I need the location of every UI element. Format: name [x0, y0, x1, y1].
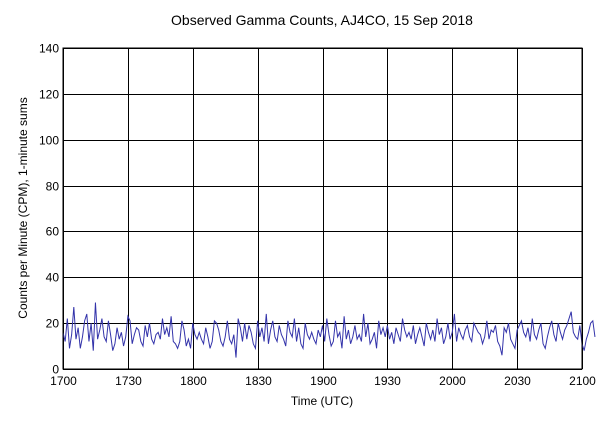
series-line: [62, 302, 596, 358]
x-tick-label: 1800: [180, 374, 207, 388]
x-tick-label: 1730: [115, 374, 142, 388]
y-tick-label: 20: [46, 317, 60, 331]
x-tick-label: 2100: [569, 374, 596, 388]
x-axis-label: Time (UTC): [291, 394, 353, 408]
y-tick-label: 100: [39, 134, 59, 148]
x-tick-label: 2030: [504, 374, 531, 388]
x-tick-label: 1700: [50, 374, 77, 388]
chart-title: Observed Gamma Counts, AJ4CO, 15 Sep 201…: [171, 12, 473, 28]
y-tick-label: 60: [46, 225, 60, 239]
grid: [63, 48, 583, 370]
y-axis-label: Counts per Minute (CPM), 1-minute sums: [16, 97, 30, 318]
x-tick-label: 1830: [245, 374, 272, 388]
y-tick-label: 140: [39, 42, 59, 56]
y-tick-label: 40: [46, 271, 60, 285]
y-tick-label: 0: [52, 363, 59, 377]
tick-labels: 1700 1730 1800 1830 1900 1930 2000 2030 2100 0 20 4…: [39, 42, 596, 389]
y-tick-label: 80: [46, 180, 60, 194]
y-tick-label: 120: [39, 88, 59, 102]
x-tick-label: 1900: [310, 374, 337, 388]
plot-frame: [62, 47, 583, 370]
x-tick-label: 2000: [439, 374, 466, 388]
series-layer: [62, 302, 596, 358]
x-tick-label: 1930: [374, 374, 401, 388]
